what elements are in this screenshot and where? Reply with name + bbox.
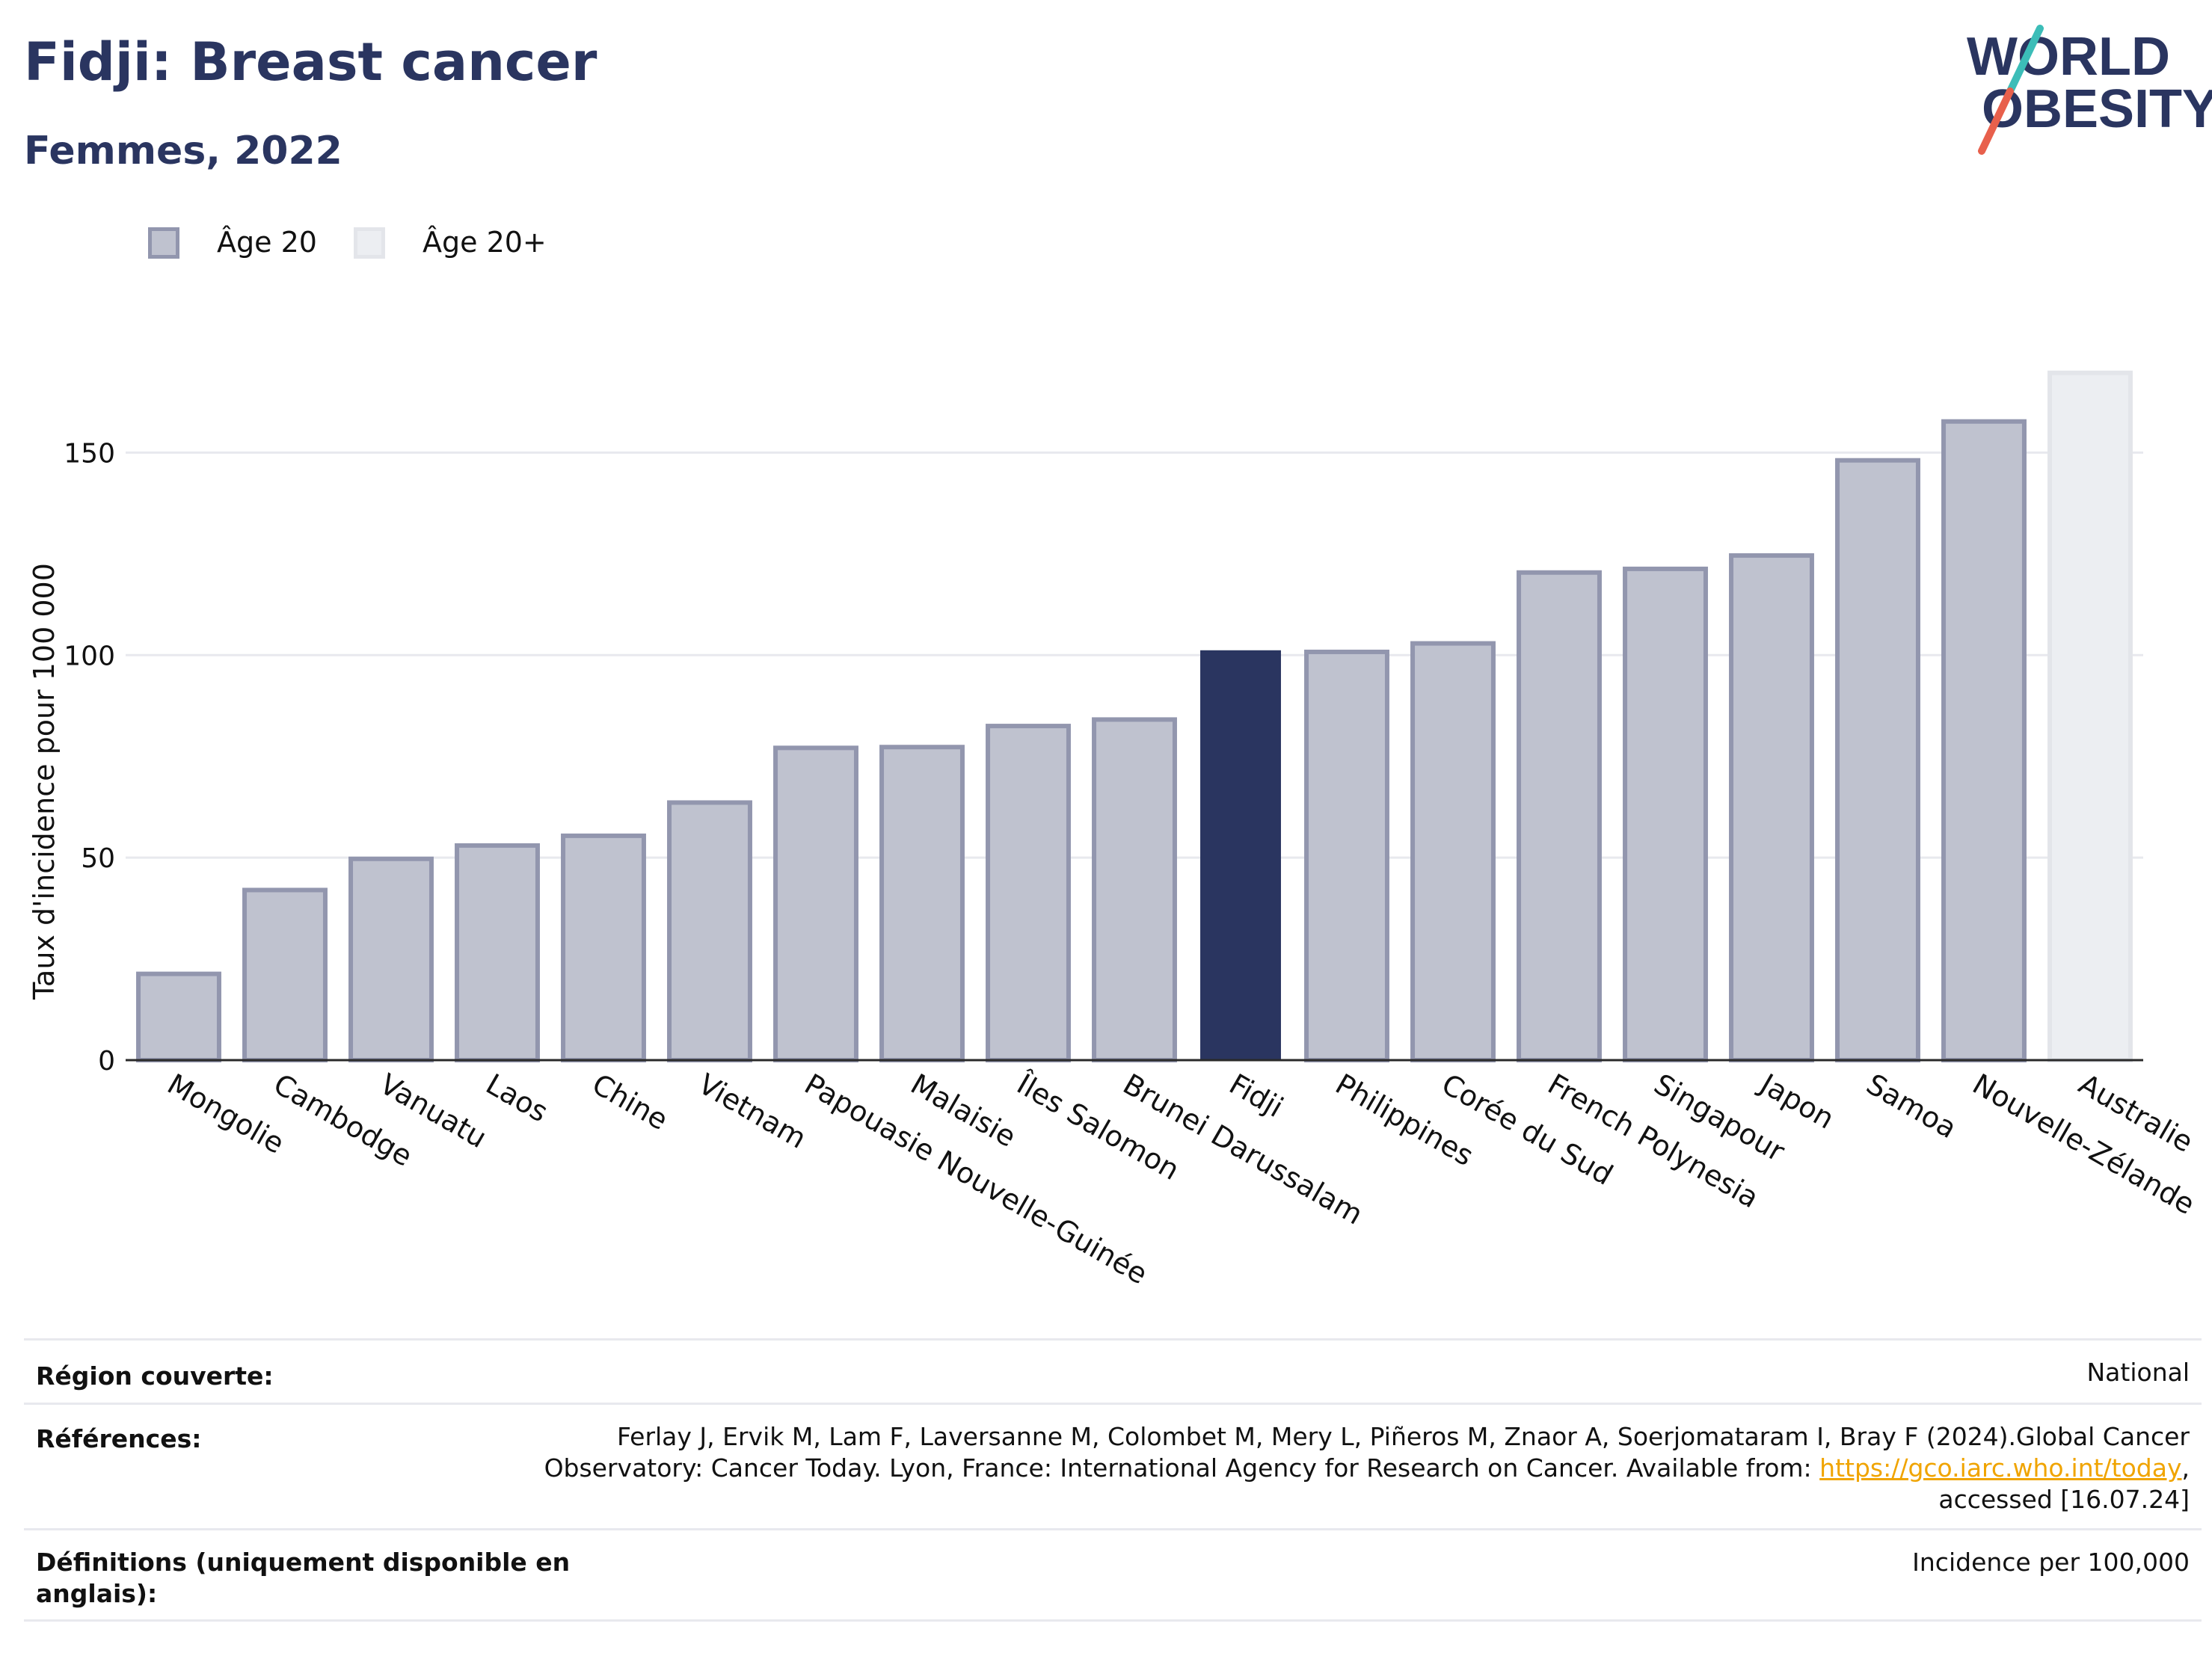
- bar-vanuatu[interactable]: [348, 856, 434, 1062]
- references-line-1: Ferlay J, Ervik M, Lam F, Laversanne M, …: [616, 1422, 2190, 1451]
- references-value: Ferlay J, Ervik M, Lam F, Laversanne M, …: [544, 1421, 2190, 1515]
- definitions-value: Incidence per 100,000: [1912, 1548, 2190, 1577]
- y-tick-label-100: 100: [64, 641, 115, 671]
- references-label: Références:: [36, 1424, 202, 1453]
- logo-text-world: WORLD: [1967, 27, 2170, 87]
- y-tick-label-0: 0: [98, 1046, 115, 1077]
- bar-chine[interactable]: [561, 833, 646, 1062]
- bar-singapour[interactable]: [1623, 566, 1708, 1062]
- x-tick-label-mongolie: Mongolie: [162, 1068, 290, 1160]
- footer-row-definitions: Définitions (uniquement disponible en an…: [24, 1528, 2202, 1622]
- bar-australie[interactable]: [2047, 370, 2133, 1062]
- definitions-label-line-2: anglais):: [36, 1579, 158, 1608]
- bar-nouvelle-zelande[interactable]: [1941, 419, 2027, 1062]
- definitions-label-line-1: Définitions (uniquement disponible en: [36, 1548, 571, 1577]
- chart-footer: Région couverte: National Références: Fe…: [24, 1338, 2202, 1622]
- bar-philippines[interactable]: [1304, 649, 1389, 1062]
- region-label: Région couverte:: [36, 1361, 274, 1391]
- bar-cambodge[interactable]: [242, 887, 328, 1062]
- bar-brunei-darussalam[interactable]: [1092, 717, 1177, 1062]
- logo-slash-teal: [2006, 25, 2044, 95]
- bar-laos[interactable]: [455, 843, 540, 1063]
- bar-mongolie[interactable]: [136, 971, 221, 1063]
- bar-samoa[interactable]: [1835, 458, 1920, 1062]
- footer-row-region: Région couverte: National: [24, 1338, 2202, 1403]
- x-tick-label-samoa: Samoa: [1861, 1068, 1962, 1145]
- bar-vietnam[interactable]: [667, 800, 752, 1062]
- bar-papouasie-nouvelle-guinee[interactable]: [773, 745, 858, 1062]
- x-tick-label-laos: Laos: [481, 1068, 554, 1129]
- bar-french-polynesia[interactable]: [1517, 570, 1602, 1062]
- bar-malaisie[interactable]: [879, 745, 965, 1063]
- legend-label-age20: Âge 20: [217, 226, 317, 259]
- chart-title: Fidji: Breast cancer: [24, 31, 597, 93]
- x-tick-label-chine: Chine: [587, 1068, 674, 1136]
- logo-slash-red: [1978, 87, 2014, 155]
- references-line-2: Observatory: Cancer Today. Lyon, France:…: [544, 1453, 2190, 1484]
- bars-layer: [136, 370, 2133, 1063]
- references-line-3: accessed [16.07.24]: [1938, 1485, 2190, 1514]
- world-obesity-logo: WORLD OBESITY: [1967, 25, 2212, 155]
- x-tick-label-vietnam: Vietnam: [693, 1068, 812, 1155]
- y-tick-label-50: 50: [81, 843, 115, 874]
- x-tick-label-fidji: Fidji: [1224, 1068, 1289, 1124]
- legend-swatch-age20plus: [354, 227, 385, 259]
- legend-label-age20plus: Âge 20+: [423, 226, 547, 259]
- bar-iles-salomon[interactable]: [986, 724, 1071, 1062]
- y-tick-label-150: 150: [64, 438, 115, 469]
- region-value: National: [2086, 1358, 2190, 1387]
- chart-subtitle: Femmes, 2022: [24, 129, 342, 173]
- references-comma: ,: [2181, 1453, 2190, 1483]
- footer-row-references: Références: Ferlay J, Ervik M, Lam F, La…: [24, 1403, 2202, 1528]
- bar-japon[interactable]: [1729, 553, 1814, 1062]
- definitions-label: Définitions (uniquement disponible en an…: [36, 1547, 570, 1610]
- legend-swatch-age20: [148, 227, 179, 259]
- logo-text-obesity: OBESITY: [1982, 79, 2212, 139]
- references-link[interactable]: https://gco.iarc.who.int/today: [1819, 1453, 2182, 1483]
- y-axis-label: Taux d'incidence pour 100 000: [28, 563, 61, 1000]
- bar-coree-du-sud[interactable]: [1410, 641, 1496, 1062]
- references-text: Observatory: Cancer Today. Lyon, France:…: [544, 1453, 1820, 1483]
- bar-fidji[interactable]: [1200, 650, 1281, 1060]
